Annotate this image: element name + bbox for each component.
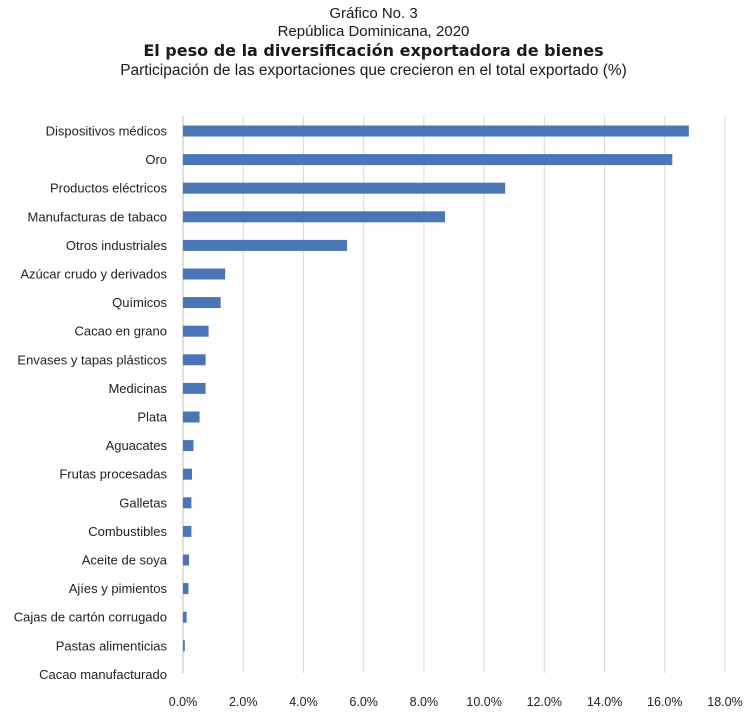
bar — [183, 325, 209, 337]
bar — [183, 297, 221, 309]
category-label: Otros industriales — [66, 238, 168, 253]
x-tick-label: 0.0% — [169, 695, 198, 709]
category-label: Cajas de cartón corrugado — [14, 610, 167, 625]
bar — [183, 640, 185, 652]
bar — [183, 239, 348, 251]
chart-number: Gráfico No. 3 — [329, 5, 418, 22]
bar — [183, 468, 193, 480]
category-label: Medicinas — [108, 381, 167, 396]
bar — [183, 525, 192, 537]
bar — [183, 382, 206, 394]
category-label: Galletas — [119, 495, 167, 510]
x-tick-label: 12.0% — [527, 695, 562, 709]
bar — [183, 211, 445, 223]
category-label: Oro — [145, 152, 167, 167]
category-label: Combustibles — [88, 524, 167, 539]
category-label: Pastas alimenticias — [56, 638, 168, 653]
category-label: Aceite de soya — [82, 553, 168, 568]
bar — [183, 440, 194, 452]
x-tick-label: 8.0% — [410, 695, 439, 709]
category-label: Químicos — [112, 295, 167, 310]
bar — [183, 583, 189, 595]
x-tick-label: 16.0% — [647, 695, 682, 709]
bar — [183, 497, 192, 509]
category-label: Cacao manufacturado — [39, 667, 167, 682]
bar — [183, 611, 187, 623]
bar — [183, 182, 506, 194]
bar — [183, 268, 226, 280]
chart-title: El peso de la diversificación exportador… — [143, 41, 604, 60]
x-tick-label: 10.0% — [466, 695, 501, 709]
category-label: Azúcar crudo y derivados — [20, 267, 167, 282]
bar — [183, 554, 190, 566]
x-tick-label: 14.0% — [587, 695, 622, 709]
category-label: Productos eléctricos — [50, 181, 168, 196]
category-label: Aguacates — [106, 438, 168, 453]
chart-title-block: Gráfico No. 3 República Dominicana, 2020… — [0, 0, 747, 81]
chart-description: Participación de las exportaciones que c… — [120, 62, 627, 79]
category-label: Envases y tapas plásticos — [17, 352, 167, 367]
category-label: Dispositivos médicos — [46, 124, 168, 139]
chart-subtitle-country: República Dominicana, 2020 — [277, 23, 470, 40]
bar — [183, 154, 673, 166]
x-tick-label: 18.0% — [707, 695, 742, 709]
x-tick-label: 4.0% — [289, 695, 318, 709]
category-label: Ajíes y pimientos — [69, 581, 168, 596]
x-tick-label: 2.0% — [229, 695, 258, 709]
category-label: Cacao en grano — [74, 324, 167, 339]
bar — [183, 411, 200, 423]
bar — [183, 125, 689, 137]
category-label: Plata — [137, 410, 167, 425]
category-label: Frutas procesadas — [59, 467, 167, 482]
category-label: Manufacturas de tabaco — [28, 209, 167, 224]
bar — [183, 354, 206, 366]
x-tick-label: 6.0% — [349, 695, 378, 709]
